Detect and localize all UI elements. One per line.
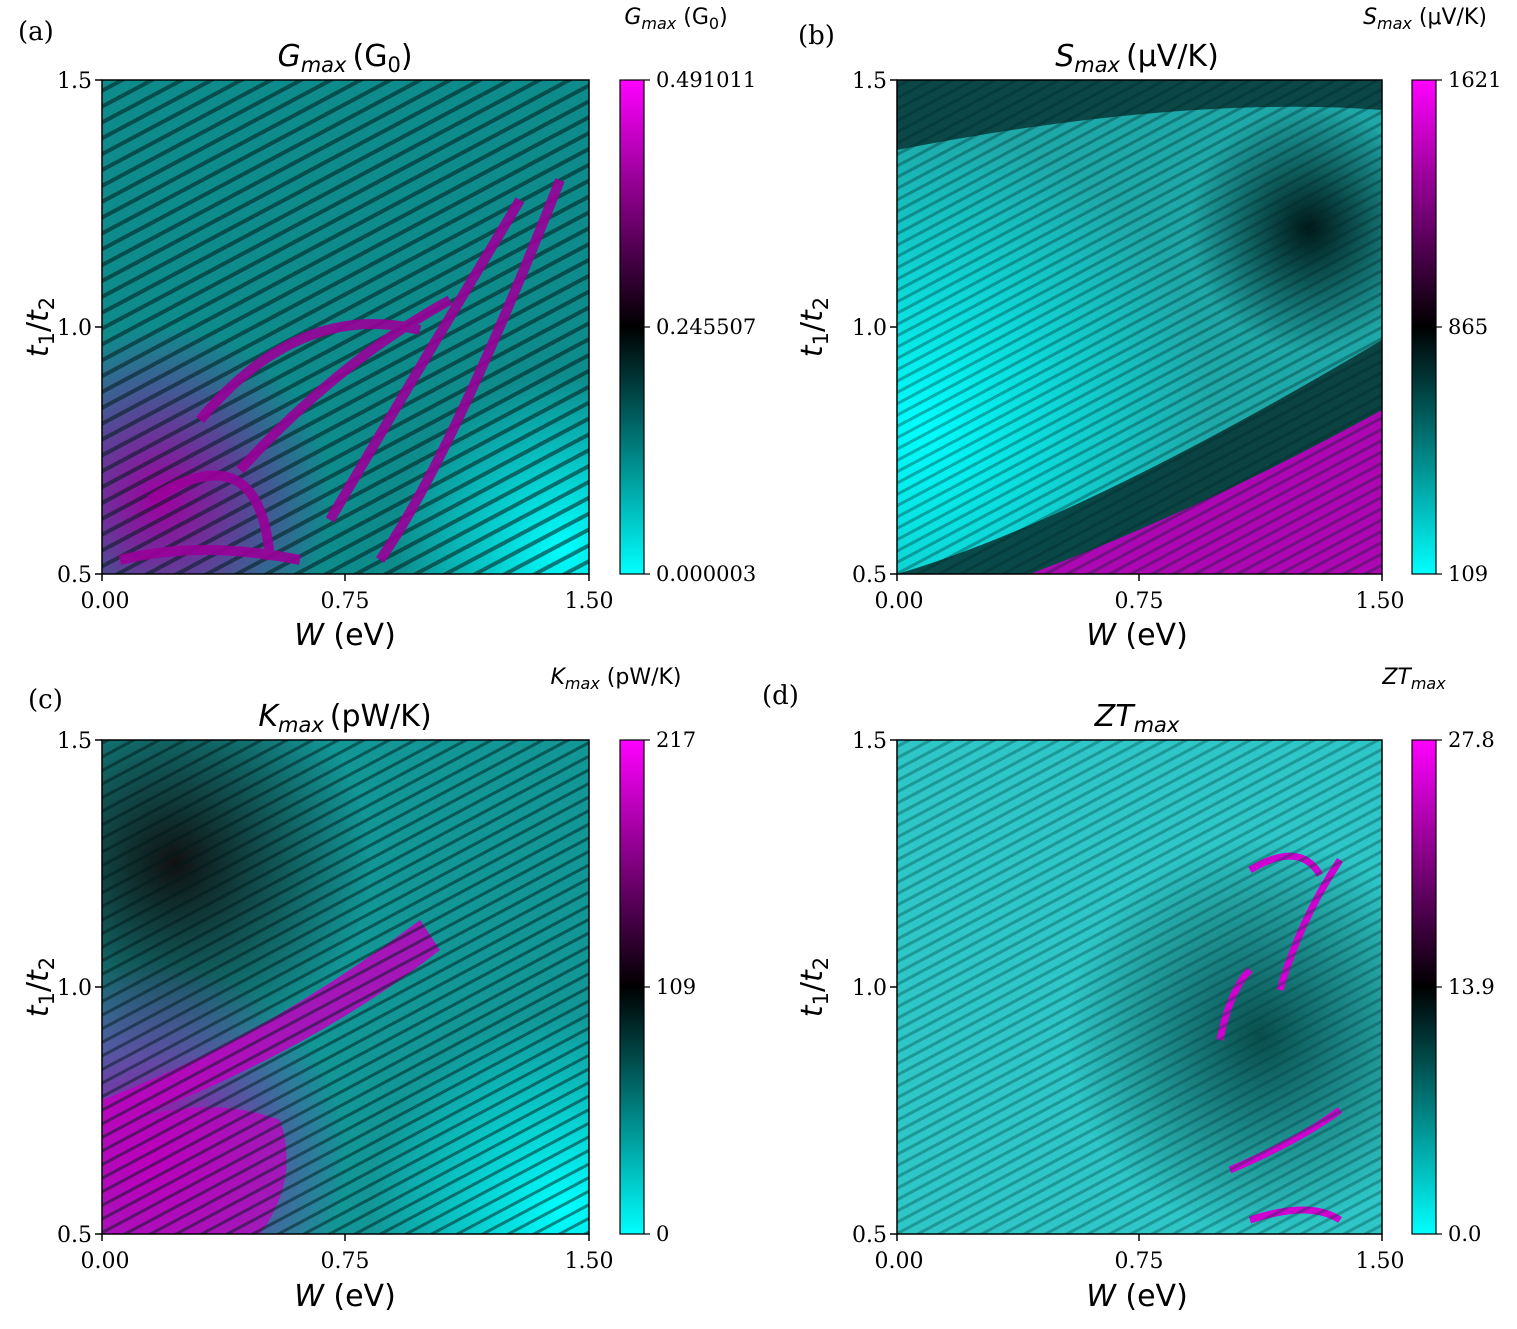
y-axis-label: t1/t2: [795, 297, 833, 357]
x-tick-label: 0.75: [321, 589, 370, 614]
y-tick-label: 1.0: [57, 976, 92, 1001]
y-tick-label: 1.0: [852, 976, 887, 1001]
heatmap-image: [897, 80, 1382, 574]
colorbar-tick-label: 0.000003: [656, 562, 756, 586]
colorbar-tick-label: 0.491011: [656, 68, 756, 92]
colorbar-title: ZTmax: [1381, 665, 1446, 693]
chart-title: Gmax (G0): [277, 39, 412, 77]
panel-d: (d) ZTmax 0.00 0.75 1.50 W (eV): [762, 660, 1517, 1329]
y-axis-label: t1/t2: [21, 297, 59, 357]
x-axis: 0.00 0.75 1.50 W (eV): [875, 574, 1405, 653]
y-tick-label: 0.5: [852, 1223, 887, 1248]
colorbar: 27.8 13.9 0.0 ZTmax: [1381, 665, 1494, 1246]
colorbar-title: Kmax (pW/K): [550, 665, 681, 693]
x-tick-label: 0.00: [81, 1249, 130, 1274]
colorbar-tick-label: 0.0: [1448, 1222, 1481, 1246]
x-axis-label: W (eV): [294, 1279, 396, 1314]
x-axis-label: W (eV): [294, 618, 396, 653]
chart-title: Kmax (pW/K): [258, 699, 431, 737]
y-axis: 1.5 1.0 0.5 t1/t2: [21, 729, 102, 1248]
y-tick-label: 1.5: [57, 729, 92, 754]
colorbar: 0.491011 0.245507 0.000003 Gmax (G0): [619, 5, 756, 586]
x-tick-label: 0.75: [321, 1249, 370, 1274]
y-axis: 1.5 1.0 0.5 t1/t2: [795, 729, 897, 1248]
heatmap-image: [102, 740, 589, 1234]
colorbar-tick-label: 0: [656, 1222, 669, 1246]
y-axis: 1.5 1.0 0.5 t1/t2: [21, 69, 102, 588]
x-tick-label: 0.00: [81, 589, 130, 614]
panel-a: (a) Gmax (G0) 0.00 0.75: [0, 0, 780, 660]
y-tick-label: 0.5: [57, 1223, 92, 1248]
colorbar-tick-label: 27.8: [1448, 728, 1495, 752]
panel-tag: (a): [18, 17, 54, 47]
x-tick-label: 1.50: [1356, 589, 1405, 614]
y-tick-label: 1.5: [852, 729, 887, 754]
x-tick-label: 0.75: [1115, 589, 1164, 614]
colorbar-tick-label: 865: [1448, 315, 1488, 339]
heatmap-svg: (a) Gmax (G0) 0.00 0.75: [18, 5, 756, 653]
x-tick-label: 1.50: [1356, 1249, 1405, 1274]
colorbar: 217 109 0 Kmax (pW/K): [550, 665, 696, 1246]
x-tick-label: 1.50: [565, 589, 614, 614]
panel-b: (b) Smax (μV/K) 0.00 0.75 1.50 W (eV) 1.5: [780, 0, 1517, 660]
heatmap-svg: (d) ZTmax 0.00 0.75 1.50 W (eV): [762, 665, 1495, 1314]
heatmap-image: [897, 740, 1382, 1234]
colorbar-tick-label: 109: [656, 975, 696, 999]
y-tick-label: 0.5: [57, 563, 92, 588]
x-axis: 0.00 0.75 1.50 W (eV): [875, 1234, 1405, 1314]
panel-tag: (d): [762, 681, 799, 711]
chart-title: Smax (μV/K): [1055, 39, 1219, 77]
x-tick-label: 1.50: [565, 1249, 614, 1274]
colorbar: 1621 865 109 Smax (μV/K): [1363, 5, 1501, 586]
y-axis: 1.5 1.0 0.5 t1/t2: [795, 69, 897, 588]
x-axis: 0.00 0.75 1.50 W (eV): [81, 574, 614, 653]
y-tick-label: 1.5: [852, 69, 887, 94]
colorbar-tick-label: 109: [1448, 562, 1488, 586]
x-tick-label: 0.00: [875, 589, 924, 614]
panel-tag: (b): [798, 21, 835, 51]
y-axis-label: t1/t2: [21, 957, 59, 1017]
panel-tag: (c): [28, 685, 63, 715]
colorbar-tick-label: 217: [656, 728, 696, 752]
y-tick-label: 1.0: [852, 316, 887, 341]
colorbar-title: Gmax (G0): [624, 5, 727, 33]
colorbar-tick-label: 0.245507: [656, 315, 756, 339]
y-tick-label: 1.0: [57, 316, 92, 341]
heatmap-svg: (b) Smax (μV/K) 0.00 0.75 1.50 W (eV) 1.5: [795, 5, 1501, 653]
x-tick-label: 0.75: [1115, 1249, 1164, 1274]
x-axis-label: W (eV): [1086, 618, 1188, 653]
y-tick-label: 0.5: [852, 563, 887, 588]
x-tick-label: 0.00: [875, 1249, 924, 1274]
y-tick-label: 1.5: [57, 69, 92, 94]
x-axis-label: W (eV): [1086, 1279, 1188, 1314]
y-axis-label: t1/t2: [795, 957, 833, 1017]
panel-c: (c) Kmax (pW/K) 0.00 0.75 1.50 W (eV) 1.5: [0, 660, 780, 1329]
colorbar-title: Smax (μV/K): [1363, 5, 1487, 33]
colorbar-tick-label: 13.9: [1448, 975, 1495, 999]
chart-title: ZTmax: [1094, 699, 1180, 737]
colorbar-tick-label: 1621: [1448, 68, 1501, 92]
heatmap-svg: (c) Kmax (pW/K) 0.00 0.75 1.50 W (eV) 1.5: [21, 665, 696, 1314]
x-axis: 0.00 0.75 1.50 W (eV): [81, 1234, 614, 1314]
heatmap-image: [102, 80, 589, 574]
